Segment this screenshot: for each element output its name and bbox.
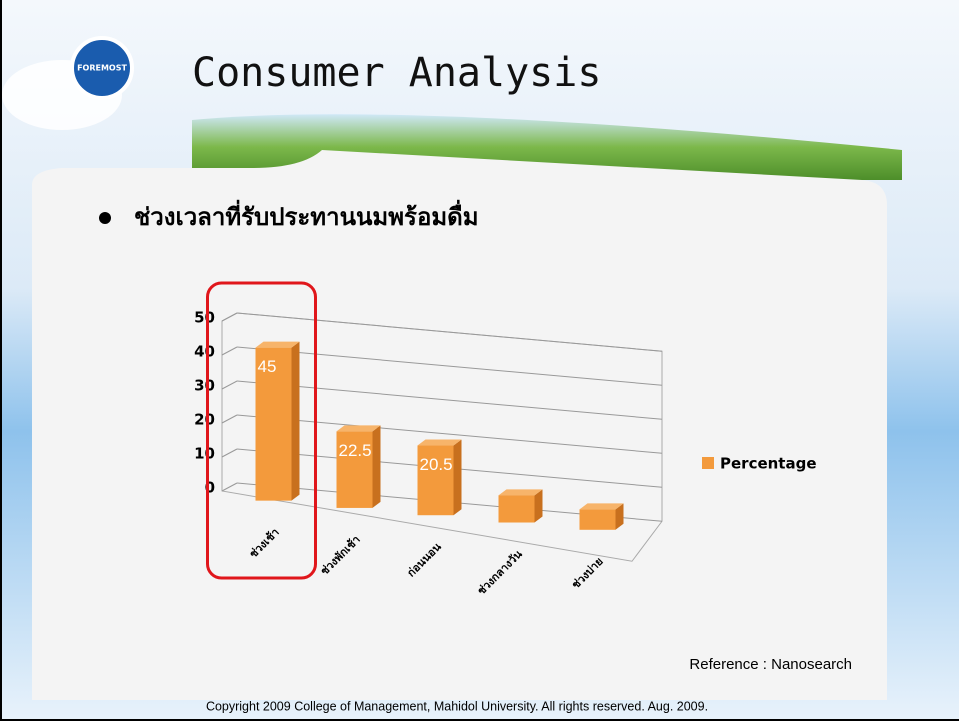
legend-swatch xyxy=(702,457,714,469)
y-tick-label: 10 xyxy=(194,445,215,463)
slide: FOREMOST Consumer Analysis ช่วงเวลาที่รั… xyxy=(0,0,959,721)
logo-text: FOREMOST xyxy=(77,64,127,73)
bar-side xyxy=(373,425,381,508)
bar xyxy=(499,495,535,522)
bullet-dot xyxy=(99,212,111,224)
value-label: 45 xyxy=(258,357,277,376)
y-tick-label: 20 xyxy=(194,411,215,429)
legend-label: Percentage xyxy=(720,455,817,473)
bar xyxy=(580,509,616,529)
y-tick-label: 50 xyxy=(194,309,215,327)
bar-side xyxy=(454,440,462,516)
slide-title: Consumer Analysis xyxy=(192,50,601,96)
y-tick-label: 30 xyxy=(194,377,215,395)
panel xyxy=(32,150,887,700)
y-tick-label: 40 xyxy=(194,343,215,361)
value-label: 22.5 xyxy=(339,441,372,460)
value-label: 20.5 xyxy=(420,455,453,474)
chart: FOREMOST Consumer Analysis ช่วงเวลาที่รั… xyxy=(2,0,959,719)
bullet-text: ช่วงเวลาที่รับประทานนมพร้อมดื่ม xyxy=(134,199,479,231)
copyright: Copyright 2009 College of Management, Ma… xyxy=(206,699,708,713)
reference: Reference : Nanosearch xyxy=(689,656,852,673)
bar-side xyxy=(292,342,300,501)
